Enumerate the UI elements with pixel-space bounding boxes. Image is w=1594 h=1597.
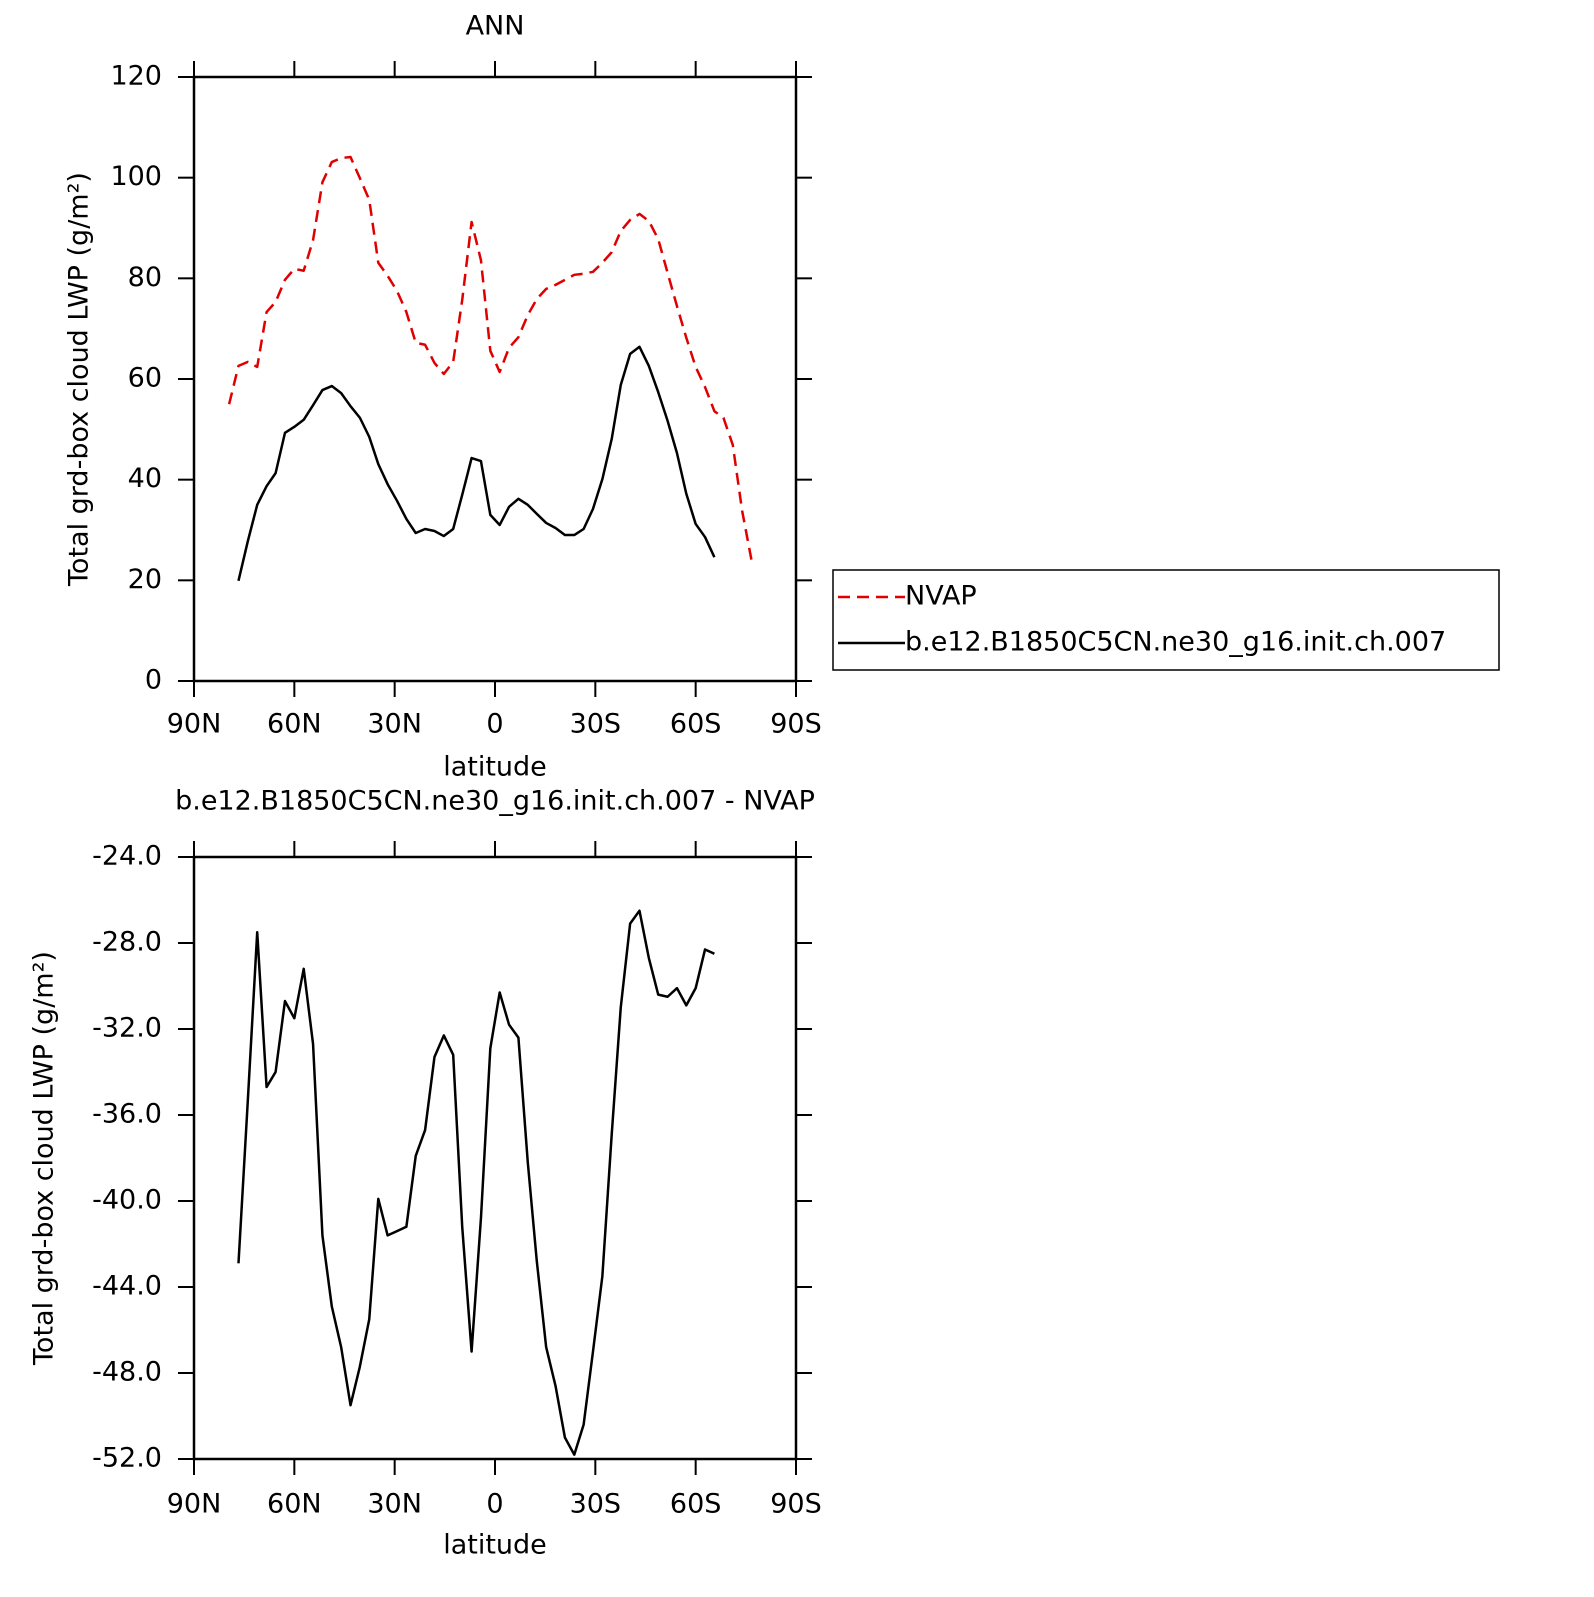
x-tick-label: 90S	[770, 1489, 822, 1520]
chart-title: ANN	[466, 11, 525, 42]
y-tick-label: 40	[128, 463, 162, 494]
y-tick-label: 60	[128, 363, 162, 394]
x-tick-label: 0	[486, 709, 503, 740]
x-tick-label: 30N	[367, 709, 422, 740]
x-tick-label: 30N	[367, 1489, 422, 1520]
x-axis-label: latitude	[443, 1530, 547, 1561]
y-tick-label: -28.0	[92, 927, 162, 958]
y-tick-label: 20	[128, 564, 162, 595]
y-tick-label: -40.0	[92, 1185, 162, 1216]
y-tick-label: 120	[110, 61, 162, 92]
y-axis-label: Total grd-box cloud LWP (g/m²)	[64, 172, 95, 587]
y-tick-label: -52.0	[92, 1443, 162, 1474]
data-line	[227, 155, 753, 561]
y-tick-label: -44.0	[92, 1271, 162, 1302]
x-tick-label: 30S	[570, 1489, 622, 1520]
y-tick-label: -24.0	[92, 841, 162, 872]
y-tick-label: -32.0	[92, 1013, 162, 1044]
x-tick-label: 90S	[770, 709, 822, 740]
y-tick-label: -48.0	[92, 1357, 162, 1388]
x-tick-label: 90N	[167, 1489, 222, 1520]
x-tick-label: 60N	[267, 709, 322, 740]
y-tick-label: 0	[145, 665, 162, 696]
data-line	[237, 345, 716, 582]
x-tick-label: 60S	[670, 1489, 722, 1520]
x-tick-label: 90N	[167, 709, 222, 740]
x-tick-label: 0	[486, 1489, 503, 1520]
x-tick-label: 60N	[267, 1489, 322, 1520]
plot-frame	[192, 75, 798, 683]
data-line	[237, 909, 715, 1456]
y-tick-label: 100	[110, 161, 162, 192]
chart-title: b.e12.B1850C5CN.ne30_g16.init.ch.007 - N…	[175, 786, 815, 817]
plot-frame	[192, 855, 798, 1461]
y-tick-label: -36.0	[92, 1099, 162, 1130]
y-tick-label: 80	[128, 262, 162, 293]
x-tick-label: 60S	[670, 709, 722, 740]
legend-label: b.e12.B1850C5CN.ne30_g16.init.ch.007	[905, 627, 1446, 658]
y-axis-label: Total grd-box cloud LWP (g/m²)	[29, 951, 60, 1366]
x-tick-label: 30S	[570, 709, 622, 740]
legend-box	[832, 569, 1500, 671]
legend-label: NVAP	[905, 581, 977, 612]
x-axis-label: latitude	[443, 752, 547, 783]
